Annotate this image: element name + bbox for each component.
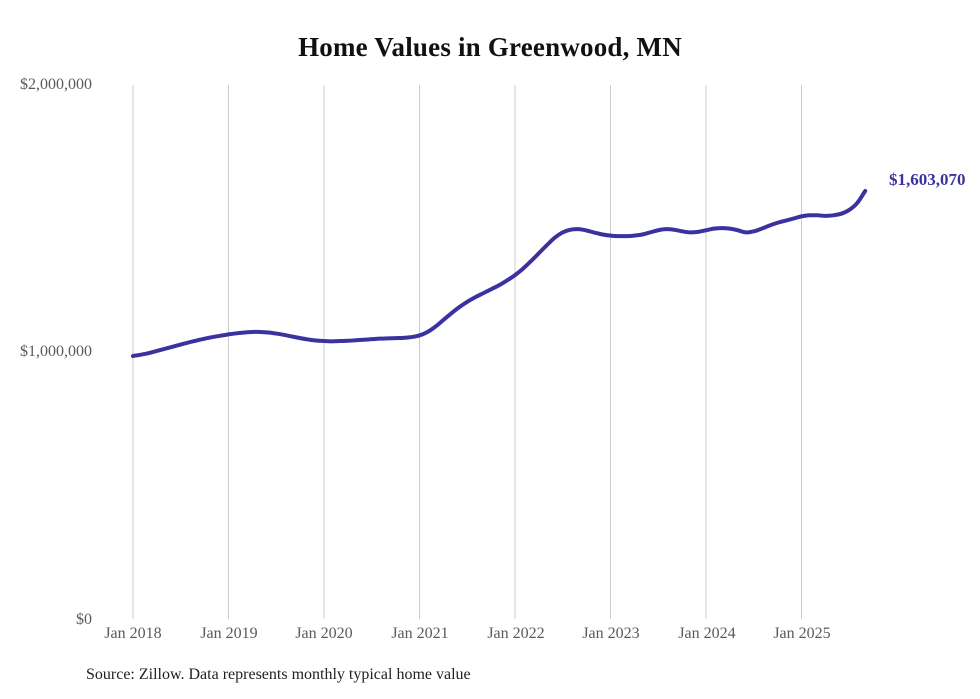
xtick-label-jan-2018: Jan 2018	[104, 625, 162, 642]
xtick-label-jan-2025: Jan 2025	[773, 625, 831, 642]
source-note: Source: Zillow. Data represents monthly …	[86, 666, 471, 683]
vertical-gridlines	[132, 85, 802, 619]
value-line-series	[131, 188, 868, 358]
xtick-label-jan-2023: Jan 2023	[582, 625, 640, 642]
xtick-label-jan-2024: Jan 2024	[678, 625, 736, 642]
xtick-label-jan-2019: Jan 2019	[200, 625, 258, 642]
xtick-label-jan-2021: Jan 2021	[391, 625, 449, 642]
xtick-label-jan-2022: Jan 2022	[487, 625, 545, 642]
chart-title: Home Values in Greenwood, MN	[298, 32, 682, 62]
xtick-label-jan-2020: Jan 2020	[295, 625, 353, 642]
end-value-annotation: $1,603,070	[889, 170, 966, 189]
ytick-label-1000000: $1,000,000	[20, 343, 92, 360]
ytick-label-0: $0	[76, 611, 92, 628]
ytick-label-2000000: $2,000,000	[20, 76, 92, 93]
